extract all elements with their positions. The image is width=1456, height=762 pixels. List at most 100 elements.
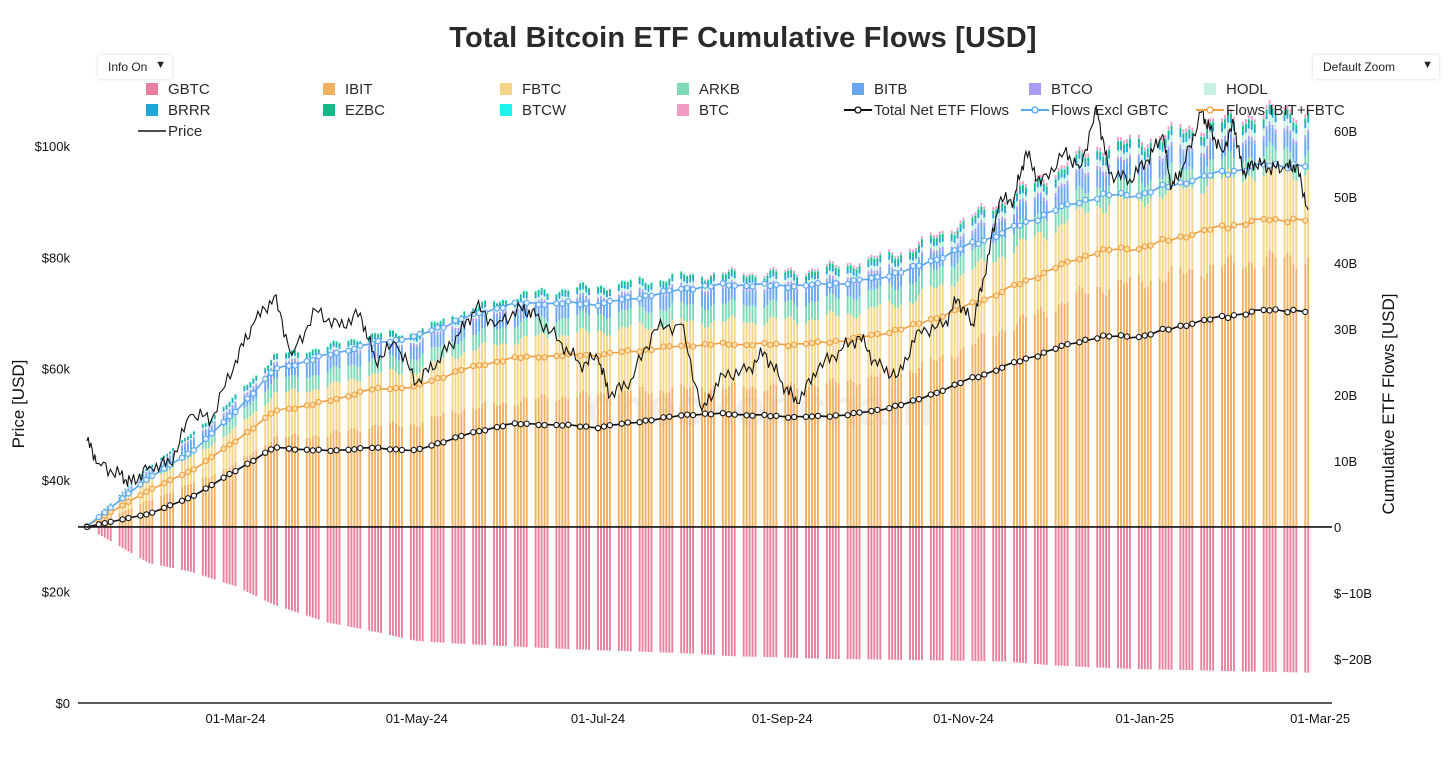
bar-btc [959,220,962,224]
bar-ezbc [1001,203,1004,208]
bar-arkb [519,321,522,339]
bar-hodl [124,490,127,491]
bar-btco [1033,197,1036,201]
bar-gbtc [267,526,270,602]
day-bar-stack [748,273,751,657]
bar-hodl [1158,149,1161,157]
bar-btco [499,311,501,316]
bar-arkb [834,297,837,316]
bar-btc [855,266,858,269]
bar-ibit [727,386,730,527]
bar-btcw [368,336,371,337]
total-net-flows-marker [541,421,548,429]
bar-fbtc [837,316,840,384]
bar-gbtc [834,526,837,659]
total-net-flows-marker [666,413,673,420]
bar-arkb [938,266,941,285]
bar-brrr [228,404,231,407]
bar-ibit [305,437,308,527]
bar-gbtc [1054,526,1057,666]
bar-btc [745,275,748,277]
bar-ezbc [668,279,671,283]
bar-btc [769,268,772,271]
bar-fbtc [1253,180,1256,269]
zoom-dropdown[interactable]: Default Zoom ▼ [1313,55,1439,79]
day-bar-stack [555,293,558,649]
bar-brrr [1140,150,1143,156]
bar-bitb [160,462,163,469]
bar-btc [831,261,834,264]
bar-fbtc [291,388,293,435]
bar-btco [1013,213,1015,218]
bar-arkb [264,391,267,406]
bar-arkb [980,239,983,259]
bar-btco [1096,165,1099,170]
bar-ibit [689,387,692,527]
bar-brrr [1004,209,1007,214]
bar-arkb [867,290,870,309]
bar-btcw [350,338,353,340]
flows-ibit-fbtc-marker [749,342,756,349]
bar-ibit [189,484,192,527]
bar-btco [1265,126,1268,130]
total-net-flows-marker [262,449,269,456]
bar-ezbc [335,341,338,345]
bar-gbtc [347,526,350,627]
bar-fbtc [769,317,772,386]
bar-btcw [359,340,362,342]
bar-gbtc [270,526,273,604]
bar-fbtc [600,330,602,393]
bar-ezbc [499,302,501,306]
bar-btc [846,263,849,266]
bar-ibit [534,398,537,527]
day-bar-stack [1120,137,1122,669]
bar-fbtc [374,373,377,425]
bar-fbtc [662,327,665,392]
bar-ibit [962,346,965,527]
day-bar-stack [1295,120,1298,673]
day-bar-stack [956,227,959,661]
bar-gbtc [457,526,460,644]
flows-excl-gbtc-marker [1189,177,1196,185]
bar-arkb [451,342,454,357]
day-bar-stack [912,249,914,661]
bar-ibit [1078,285,1081,527]
bar-gbtc [1105,526,1108,668]
bar-btcw [1149,142,1152,144]
day-bar-stack [296,351,299,613]
bar-btcw [540,287,543,289]
bar-brrr [151,465,154,468]
bar-arkb [1268,142,1271,162]
flows-excl-gbtc-marker [410,333,417,340]
total-net-flows-marker [1290,306,1297,314]
flows-ibit-fbtc-marker [868,331,875,339]
info-dropdown[interactable]: Info On ▼ [98,55,172,79]
bar-arkb [629,307,632,325]
bar-btcw [1271,107,1274,109]
bar-btco [246,392,249,396]
bar-brrr [210,420,213,423]
day-bar-stack [1200,132,1203,671]
bar-ezbc [350,339,353,343]
bar-ibit [1096,287,1099,527]
bar-btcw [745,276,748,278]
day-bar-stack [834,265,837,659]
bar-btco [356,350,359,354]
flows-excl-gbtc-marker [119,495,126,502]
day-bar-stack [1063,165,1066,666]
bar-btc [816,268,819,271]
bar-brrr [264,370,267,374]
bar-ibit [543,394,546,527]
bar-hodl [192,435,195,437]
bar-btc [1066,162,1069,166]
total-net-flows-marker [1076,339,1083,346]
bar-arkb [680,301,683,319]
y-left-tick-label: $0 [56,696,70,711]
total-net-flows-marker [1040,349,1047,356]
bar-btco [1188,145,1191,150]
flows-excl-gbtc-marker [1105,192,1113,199]
bar-btcw [808,272,810,274]
bar-arkb [225,424,228,436]
legend-swatch [500,83,512,95]
bar-brrr [748,279,751,284]
